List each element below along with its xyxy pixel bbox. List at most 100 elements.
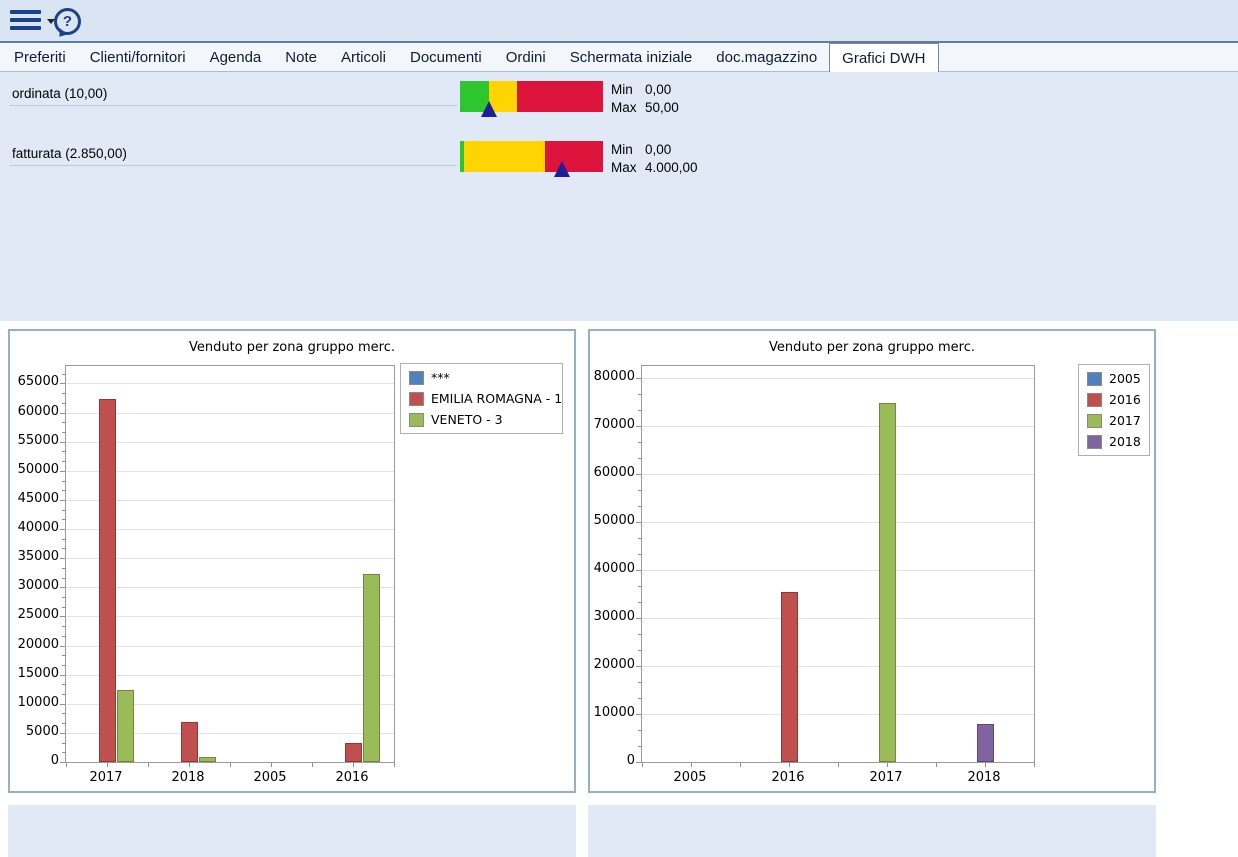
y-axis-minor-tick (62, 636, 65, 637)
x-axis-tick (642, 763, 643, 767)
y-axis-tick (60, 442, 65, 443)
y-axis-minor-tick (638, 682, 641, 683)
tab-doc-magazzino[interactable]: doc.magazzino (716, 48, 818, 66)
y-axis-label: 50000 (593, 513, 635, 528)
gridline (66, 500, 394, 501)
legend-label: EMILIA ROMAGNA - 1 (431, 391, 563, 406)
y-axis-minor-tick (638, 506, 641, 507)
tab-preferiti[interactable]: Preferiti (14, 48, 66, 66)
legend-item: VENETO - 3 (409, 412, 554, 427)
gridline (66, 383, 394, 384)
y-axis-minor-tick (638, 394, 641, 395)
y-axis-label: 15000 (17, 666, 59, 681)
gauge-minmax: Min 0,00 Max 50,00 (611, 81, 679, 117)
y-axis-minor-tick (638, 586, 641, 587)
legend-item: 2018 (1087, 434, 1141, 449)
tab-ordini[interactable]: Ordini (505, 48, 546, 66)
x-axis-label: 2017 (89, 770, 123, 785)
y-axis-minor-tick (62, 568, 65, 569)
gridline (642, 714, 1034, 715)
gridline (642, 426, 1034, 427)
x-axis-tick (985, 763, 986, 767)
y-axis-minor-tick (638, 410, 641, 411)
gauge-label: ordinata (10,00) (12, 86, 108, 101)
x-axis-tick (66, 763, 67, 767)
chart-panel-right: Venduto per zona gruppo merc. 2005 2016 20… (588, 329, 1156, 793)
legend-swatch (1087, 413, 1102, 428)
y-axis-minor-tick (62, 490, 65, 491)
tab-clienti-fornitori[interactable]: Clienti/fornitori (89, 48, 186, 66)
y-axis-tick (636, 666, 641, 667)
y-axis-tick (60, 733, 65, 734)
x-axis-tick (789, 763, 790, 767)
y-axis-minor-tick (62, 510, 65, 511)
help-button[interactable]: ? (52, 8, 84, 44)
y-axis-minor-tick (638, 650, 641, 651)
bar (199, 757, 216, 762)
tab-grafici-dwh[interactable]: Grafici DWH (829, 43, 939, 72)
y-axis-label: 20000 (17, 637, 59, 652)
gridline (642, 666, 1034, 667)
gridline (66, 675, 394, 676)
x-axis-label: 2018 (967, 770, 1001, 785)
tab-documenti[interactable]: Documenti (409, 48, 482, 66)
gridline (66, 704, 394, 705)
y-axis-label: 5000 (25, 724, 59, 739)
x-axis-tick (394, 763, 395, 767)
x-axis-tick (271, 763, 272, 767)
y-axis-label: 60000 (17, 404, 59, 419)
legend-item: EMILIA ROMAGNA - 1 (409, 391, 562, 406)
gridline (642, 474, 1034, 475)
y-axis-tick (60, 646, 65, 647)
legend: 2005 2016 2017 2018 (1078, 364, 1150, 456)
x-axis-tick (353, 763, 354, 767)
gridline (642, 378, 1034, 379)
y-axis-tick (60, 675, 65, 676)
y-axis-minor-tick (638, 698, 641, 699)
legend-swatch (409, 370, 424, 385)
bar (181, 722, 198, 762)
y-axis-label: 40000 (17, 520, 59, 535)
plot-area (60, 365, 395, 767)
y-axis-label: 10000 (593, 705, 635, 720)
gridline (66, 646, 394, 647)
hamburger-icon (10, 18, 41, 22)
y-axis-tick (60, 500, 65, 501)
gridline (66, 616, 394, 617)
y-axis-minor-tick (62, 548, 65, 549)
legend-swatch (409, 391, 424, 406)
y-axis-minor-tick (62, 597, 65, 598)
y-axis-minor-tick (638, 538, 641, 539)
bar (977, 724, 994, 762)
legend-label: 2017 (1109, 413, 1141, 428)
gridline (642, 522, 1034, 523)
y-axis-tick (636, 474, 641, 475)
y-axis-tick (636, 426, 641, 427)
help-icon: ? (54, 8, 81, 35)
hamburger-icon (10, 10, 41, 14)
legend-swatch (1087, 371, 1102, 386)
y-axis-minor-tick (62, 743, 65, 744)
x-axis-label: 2005 (673, 770, 707, 785)
gridline (642, 570, 1034, 571)
gridline (66, 442, 394, 443)
tab-articoli[interactable]: Articoli (340, 48, 386, 66)
bar (117, 690, 134, 762)
y-axis-minor-tick (638, 730, 641, 731)
menu-button[interactable] (10, 9, 58, 33)
legend-label: 2005 (1109, 371, 1141, 386)
tab-note[interactable]: Note (285, 48, 317, 66)
tab-agenda[interactable]: Agenda (209, 48, 262, 66)
y-axis-label: 40000 (593, 561, 635, 576)
y-axis-minor-tick (62, 665, 65, 666)
kpi-gauges-section: ordinata (10,00) Min 0,00 Max 50,00 fattur… (0, 72, 1238, 321)
empty-panel-right (588, 805, 1156, 857)
x-axis-tick (312, 763, 313, 767)
gridline (66, 529, 394, 530)
y-axis-tick (60, 471, 65, 472)
legend-label: 2018 (1109, 434, 1141, 449)
bar (879, 403, 896, 762)
tab-schermata-iniziale[interactable]: Schermata iniziale (569, 48, 693, 66)
bar (99, 399, 116, 762)
y-axis-tick (636, 570, 641, 571)
